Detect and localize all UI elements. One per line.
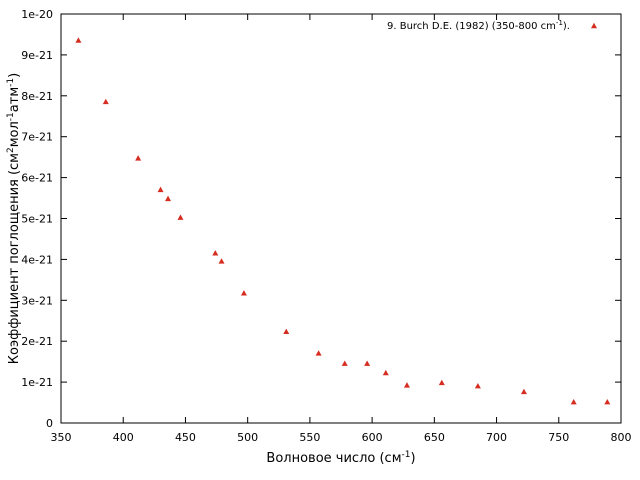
- data-point-0-17: [520, 388, 527, 395]
- y-tick-label-7: 7e-21: [21, 131, 53, 144]
- data-point-0-8: [240, 290, 247, 296]
- data-point-0-14: [403, 382, 410, 388]
- data-point-0-4: [165, 195, 172, 202]
- data-points: [75, 37, 611, 405]
- data-point-0-3: [157, 186, 164, 193]
- y-tick-label-5: 5e-21: [21, 213, 53, 226]
- x-tick-label-1: 400: [113, 431, 134, 444]
- y-tick-label-3: 3e-21: [21, 294, 53, 307]
- legend-marker: [591, 22, 597, 29]
- data-point-0-15: [438, 379, 445, 386]
- legend-label-sup: -1: [556, 19, 563, 27]
- data-point-0-16: [474, 382, 481, 389]
- data-point-0-5: [177, 214, 184, 220]
- legend-label-end: ).: [563, 21, 570, 32]
- data-point-0-2: [135, 155, 142, 161]
- y-tick-label-4: 4e-21: [21, 253, 53, 266]
- data-point-0-1: [102, 98, 109, 105]
- x-tick-label-2: 450: [175, 431, 196, 444]
- legend-label-main: 9. Burch D.E. (1982) (350-800 cm: [387, 21, 556, 32]
- y-tick-label-0: 0: [46, 417, 53, 430]
- data-point-0-0: [75, 37, 82, 43]
- y-axis-label-sup-3: -1: [6, 78, 16, 87]
- legend-label: 9. Burch D.E. (1982) (350-800 cm-1).: [387, 19, 570, 32]
- x-axis-label-sup: -1: [402, 450, 411, 460]
- x-tick-label-0: 350: [51, 431, 72, 444]
- x-axis-label-main: Волновое число (см: [266, 451, 401, 466]
- tick-labels: 350 400 450 500 550 600 650 700 750 800 0 1e-21 2e-2…: [21, 8, 631, 444]
- y-tick-label-6: 6e-21: [21, 172, 53, 185]
- y-axis-label-part-2: мол: [7, 121, 22, 147]
- data-point-0-18: [570, 398, 577, 405]
- y-axis-label: Коэффициент поглощения (см2мол-1атм-1): [6, 73, 22, 364]
- y-axis-label-part-4: ): [7, 73, 22, 78]
- x-tick-label-3: 500: [237, 431, 258, 444]
- y-tick-label-1: 1e-21: [21, 376, 53, 389]
- y-tick-label-10: 1e-20: [21, 8, 53, 21]
- data-point-0-6: [212, 250, 219, 256]
- x-tick-label-5: 600: [362, 431, 383, 444]
- y-tick-label-9: 9e-21: [21, 49, 53, 62]
- y-axis-label-part-3: атм: [7, 87, 22, 112]
- data-point-0-7: [218, 258, 225, 264]
- plot-frame: [60, 13, 622, 424]
- x-axis-label: Волновое число (см-1): [266, 450, 415, 466]
- data-point-0-9: [283, 328, 290, 334]
- data-point-0-13: [382, 369, 389, 376]
- x-tick-label-6: 650: [424, 431, 445, 444]
- y-axis-label-part-1: Коэффициент поглощения (см: [7, 153, 22, 364]
- data-point-0-10: [315, 350, 322, 356]
- data-point-0-19: [604, 398, 611, 405]
- x-axis-label-end: ): [410, 451, 415, 466]
- x-tick-label-9: 800: [611, 431, 632, 444]
- axis-ticks: [60, 13, 622, 424]
- y-axis-label-sup-1: 2: [6, 147, 16, 153]
- y-tick-label-8: 8e-21: [21, 90, 53, 103]
- x-tick-label-8: 750: [548, 431, 569, 444]
- data-point-0-12: [364, 360, 371, 366]
- legend: 9. Burch D.E. (1982) (350-800 cm-1).: [387, 19, 597, 32]
- y-axis-label-sup-2: -1: [6, 112, 16, 121]
- x-tick-label-7: 700: [486, 431, 507, 444]
- y-tick-label-2: 2e-21: [21, 335, 53, 348]
- x-tick-label-4: 550: [299, 431, 320, 444]
- data-point-0-11: [341, 360, 348, 366]
